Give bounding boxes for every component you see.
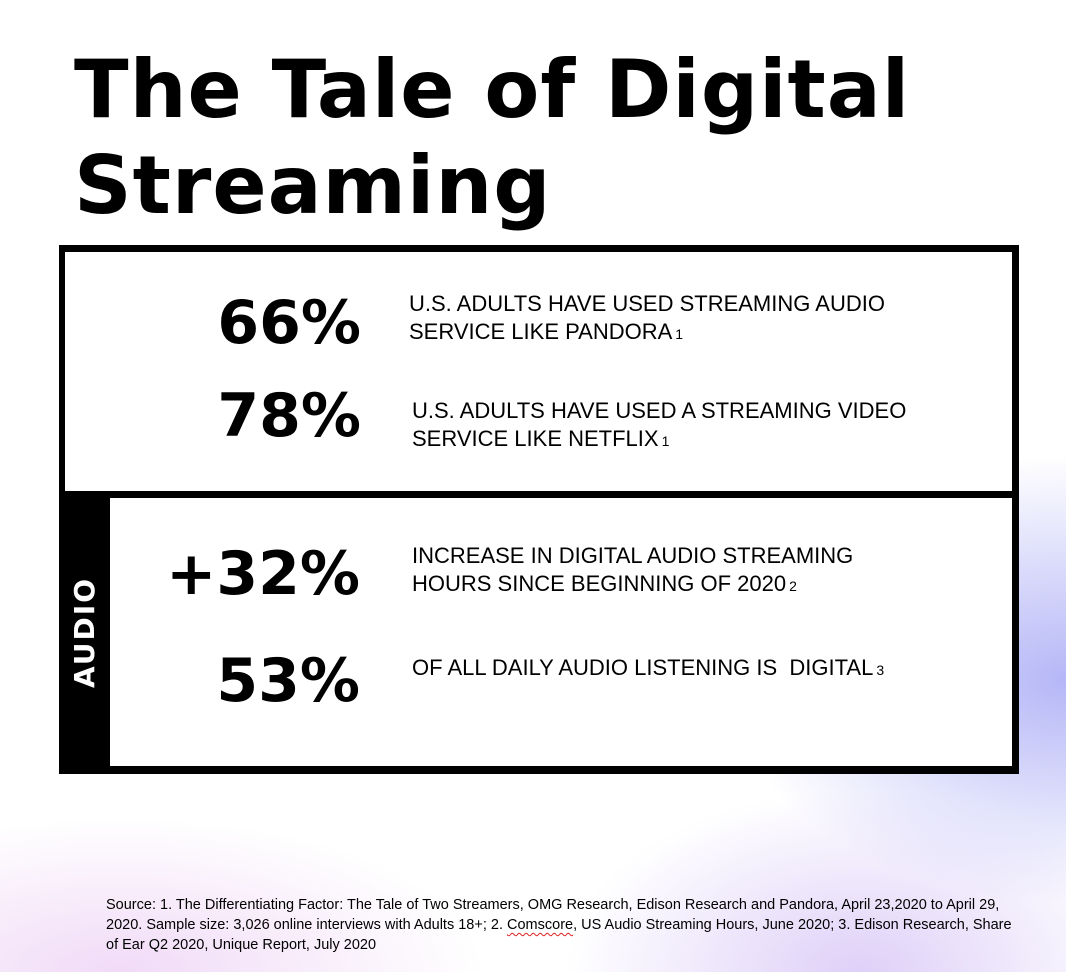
title-line-1: The Tale of Digital (74, 43, 911, 136)
source-footnote: Source: 1. The Differentiating Factor: T… (106, 897, 1012, 953)
stat-desc-video-usage: U.S. ADULTS HAVE USED A STREAMING VIDEO … (412, 398, 907, 451)
footnote-ref: 1 (661, 433, 670, 449)
stat-value-video-usage: 78% (217, 381, 361, 451)
stats-panel: 66% U.S. ADULTS HAVE USED STREAMING AUDI… (59, 245, 1019, 774)
stat-desc-streaming-increase: INCREASE IN DIGITAL AUDIO STREAMING HOUR… (412, 543, 854, 596)
title-line-2: Streaming (74, 139, 552, 232)
page-title: The Tale of Digital Streaming (74, 42, 974, 234)
footnote-ref: 3 (876, 662, 885, 678)
general-stats-box: 66% U.S. ADULTS HAVE USED STREAMING AUDI… (65, 252, 1012, 491)
footnote-ref: 2 (789, 578, 797, 594)
stat-value-digital-share: 53% (216, 646, 360, 716)
stat-desc-digital-share: OF ALL DAILY AUDIO LISTENING IS DIGITAL 3 (412, 655, 885, 680)
audio-section-label: AUDIO (68, 576, 102, 688)
spellcheck-word: Comscore (507, 917, 574, 933)
audio-stats-box: +32% INCREASE IN DIGITAL AUDIO STREAMING… (110, 498, 1012, 766)
stat-desc-audio-usage: U.S. ADULTS HAVE USED STREAMING AUDIO SE… (409, 291, 885, 344)
footnote-ref: 1 (675, 326, 684, 342)
stat-value-audio-usage: 66% (217, 288, 361, 358)
stat-value-streaming-increase: +32% (166, 539, 360, 609)
